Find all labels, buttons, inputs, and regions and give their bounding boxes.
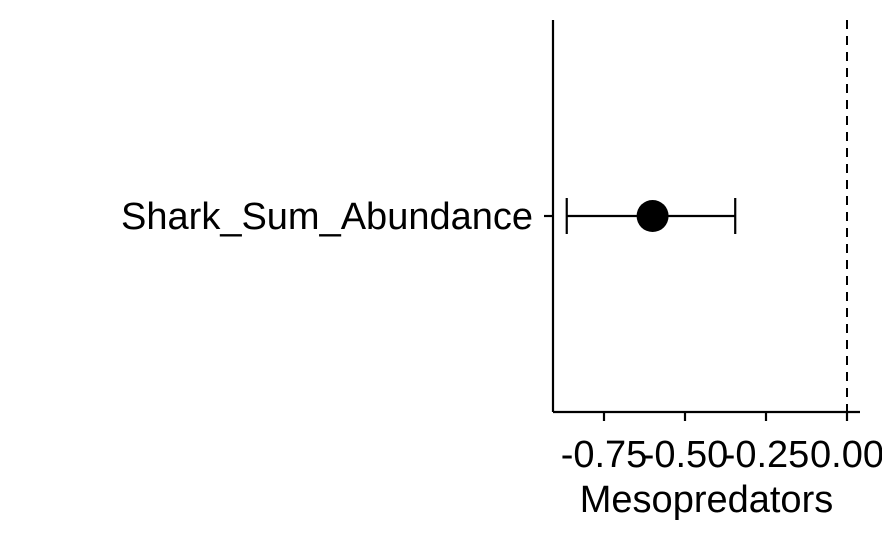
x-tick-label: -0.50 xyxy=(642,434,729,476)
estimate-point xyxy=(636,200,669,232)
x-axis-ticks: -0.75-0.50-0.25 0.00 xyxy=(561,412,882,476)
y-axis-categories: Shark_Sum_Abundance xyxy=(121,196,553,238)
plot-marks xyxy=(565,198,737,234)
x-tick-label: -0.75 xyxy=(561,434,648,476)
y-category-label: Shark_Sum_Abundance xyxy=(121,196,533,238)
x-tick-label: 0.00 xyxy=(810,434,882,476)
x-axis-title: Mesopredators xyxy=(580,479,833,521)
x-tick-label: -0.25 xyxy=(723,434,810,476)
